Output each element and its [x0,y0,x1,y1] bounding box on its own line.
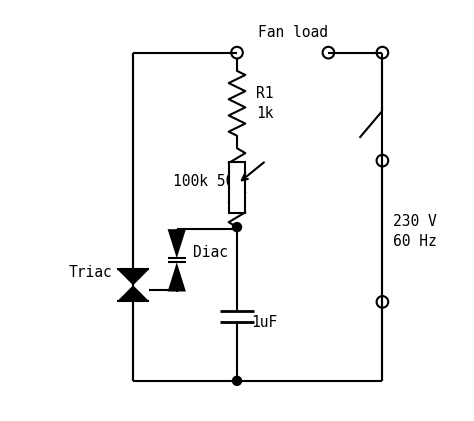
Text: 230 V
60 Hz: 230 V 60 Hz [393,214,437,249]
Circle shape [233,223,241,231]
Polygon shape [168,262,186,291]
Polygon shape [168,229,186,258]
Polygon shape [118,285,149,301]
Text: Triac: Triac [69,265,112,280]
Bar [229,162,245,213]
Text: Diac: Diac [192,245,228,259]
Text: 1uF: 1uF [252,315,278,330]
Circle shape [233,377,241,385]
Text: 100k 50%: 100k 50% [173,174,243,189]
Text: R1
1k: R1 1k [255,86,273,121]
Polygon shape [118,269,149,285]
Text: Fan load: Fan load [258,25,328,40]
